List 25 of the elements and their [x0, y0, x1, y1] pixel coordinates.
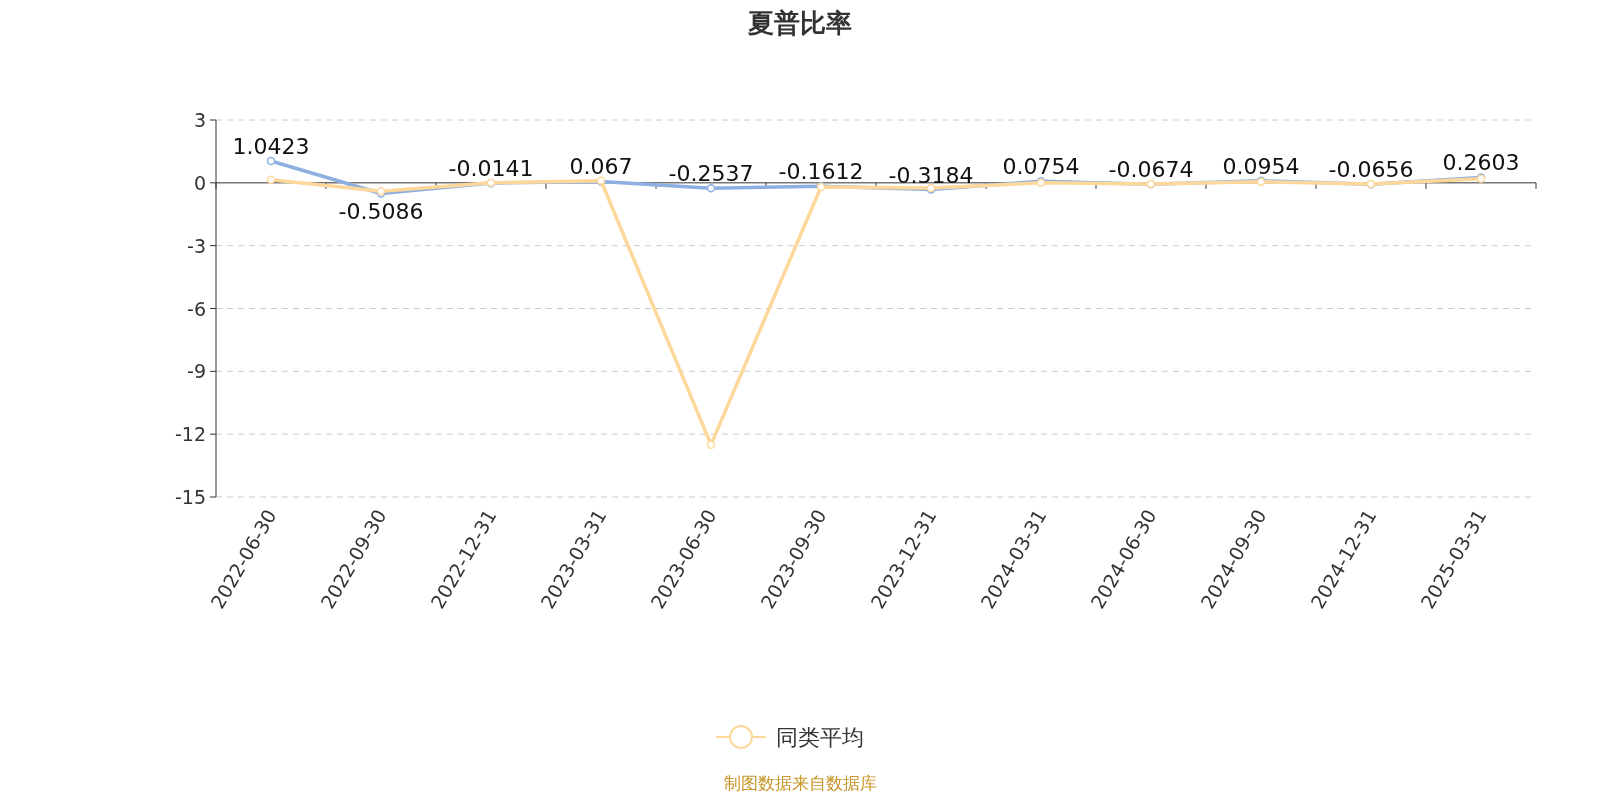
point — [266, 175, 276, 184]
point — [266, 156, 276, 166]
data-label: 1.0423 — [232, 134, 310, 159]
data-label: -0.0674 — [1108, 157, 1194, 183]
data-label: -0.1612 — [778, 159, 864, 185]
chart-title: 夏普比率 — [747, 8, 852, 38]
text: 制图数据来自数据库 — [723, 773, 877, 793]
y-tick-label: -6 — [187, 297, 206, 320]
y-tick-label: -15 — [174, 486, 206, 508]
data-label: -0.2537 — [668, 161, 754, 187]
data-label: -0.0141 — [448, 156, 534, 182]
y-tick-label: 0 — [193, 171, 206, 194]
legend-label: 同类平均 — [776, 725, 864, 750]
y-tick-label: -9 — [187, 360, 206, 383]
data-label: 0.2603 — [1442, 150, 1520, 176]
y-tick-label: -12 — [174, 423, 206, 446]
data-label: -0.0656 — [1328, 157, 1414, 183]
y-tick-label: -3 — [187, 234, 206, 257]
data-label: 0.067 — [569, 154, 633, 180]
y-tick-label: 3 — [193, 109, 206, 131]
point — [706, 183, 716, 193]
data-label: 0.0954 — [1222, 153, 1300, 179]
data-label: 0.0754 — [1002, 154, 1080, 180]
data-label: -0.5086 — [338, 199, 424, 225]
data-label: -0.3184 — [888, 162, 974, 188]
